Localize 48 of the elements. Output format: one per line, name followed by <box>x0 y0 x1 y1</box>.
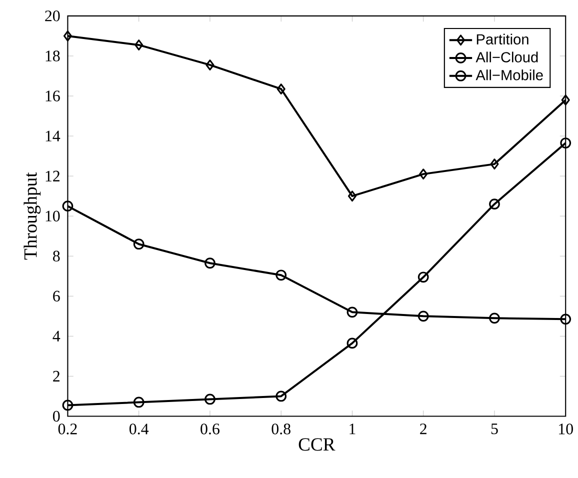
point <box>346 306 358 318</box>
point <box>560 314 572 325</box>
x-tick-label: 10 <box>559 424 573 434</box>
point <box>418 310 429 322</box>
point <box>489 198 500 210</box>
x-tick-label: 0.8 <box>272 424 290 434</box>
y-tick-label: 16 <box>46 90 60 102</box>
y-tick-label: 12 <box>46 170 60 182</box>
point <box>133 396 144 408</box>
y-tick-label: 18 <box>46 50 60 62</box>
legend-label: All−Cloud <box>476 52 538 62</box>
point <box>560 138 572 148</box>
y-tick-label: 2 <box>53 370 60 382</box>
y-axis-title: Throughput <box>24 172 41 260</box>
point <box>133 238 144 250</box>
legend-label: Partition <box>476 34 528 45</box>
point <box>561 94 570 106</box>
point <box>204 394 216 405</box>
point <box>490 158 499 170</box>
y-tick-label: 0 <box>53 410 60 422</box>
y-tick-label: 20 <box>45 10 60 22</box>
y-tick-label: 6 <box>53 290 60 302</box>
y-tick-label: 4 <box>52 330 60 342</box>
x-tick-label: 2 <box>420 424 426 434</box>
point <box>346 338 358 349</box>
point <box>206 60 214 70</box>
point <box>62 400 74 411</box>
legend-label: All−Mobile <box>476 70 543 80</box>
point <box>348 190 357 202</box>
point <box>276 390 287 402</box>
y-tick-label: 8 <box>53 250 60 262</box>
point <box>489 312 500 324</box>
x-tick-label: 0.6 <box>200 424 220 434</box>
point <box>419 168 428 180</box>
y-tick-label: 14 <box>46 130 60 142</box>
x-tick-label: 1 <box>350 424 356 434</box>
x-tick-label: 0.2 <box>58 424 77 434</box>
point <box>62 200 74 212</box>
x-tick-label: 0.4 <box>129 424 149 434</box>
point <box>63 30 72 42</box>
point <box>276 84 286 94</box>
point <box>418 272 429 283</box>
point <box>204 258 216 269</box>
x-axis-title: CCR <box>298 438 336 451</box>
point <box>276 270 287 281</box>
y-tick-label: 10 <box>46 210 60 222</box>
x-tick-label: 5 <box>491 424 498 434</box>
point <box>134 40 144 50</box>
